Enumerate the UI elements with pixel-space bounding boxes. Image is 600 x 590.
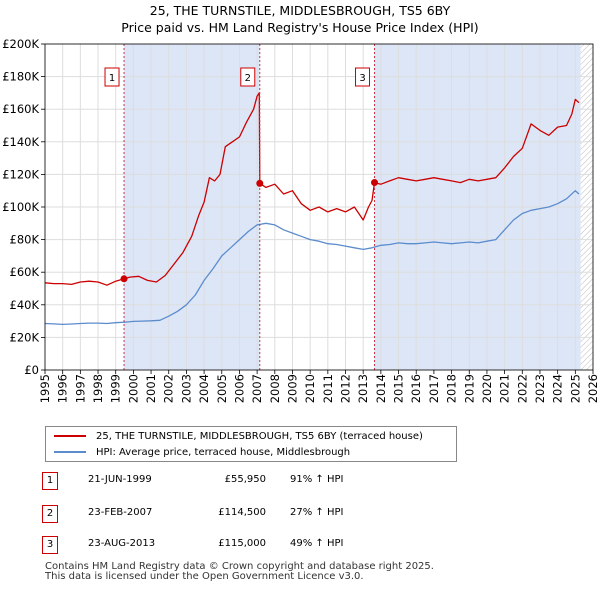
sale-marker-box	[240, 67, 256, 87]
x-tick-label: 1998	[91, 374, 105, 403]
sale-row: 1 21-JUN-1999 £55,950 91% ↑ HPI	[42, 472, 442, 492]
footer-attribution: Contains HM Land Registry data © Crown c…	[45, 562, 434, 582]
y-tick-label: £120K	[2, 167, 39, 181]
x-tick-label: 2002	[162, 374, 176, 403]
x-tick-label: 2026	[586, 374, 600, 403]
footer-line-2: This data is licensed under the Open Gov…	[45, 571, 364, 582]
x-tick-label: 2007	[250, 374, 264, 403]
sale-marker-label: 1	[109, 73, 115, 84]
sale-row: 2 23-FEB-2007 £114,500 27% ↑ HPI	[42, 505, 442, 525]
y-tick-label: £40K	[10, 298, 40, 312]
legend-swatch-hpi	[54, 451, 86, 453]
sale-point	[120, 275, 128, 283]
x-tick-label: 1996	[56, 374, 70, 403]
x-tick-label: 2013	[356, 374, 370, 403]
y-tick-label: £160K	[2, 102, 39, 116]
series-line-property	[45, 92, 580, 286]
x-tick-label: 2023	[533, 374, 547, 403]
y-tick-label: £100K	[2, 200, 39, 214]
sale-marker-label: 2	[245, 73, 251, 84]
x-tick-label: 2014	[374, 374, 388, 403]
y-tick-label: £0	[24, 363, 39, 377]
legend-swatch-property	[54, 435, 86, 437]
price-chart: 1 2 3 £0 £20K £40K £60K £80K £100K £120K £140K £16…	[2, 37, 600, 403]
x-tick-label: 2021	[498, 374, 512, 403]
x-tick-label: 2022	[515, 374, 529, 403]
x-tick-label: 2008	[268, 374, 282, 403]
footer-line-1: Contains HM Land Registry data © Crown c…	[45, 561, 434, 572]
x-tick-label: 2015	[392, 374, 406, 403]
x-tick-label: 2012	[339, 374, 353, 403]
chart-legend: 25, THE TURNSTILE, MIDDLESBROUGH, TS5 6B…	[45, 426, 457, 462]
x-tick-label: 2018	[445, 374, 459, 403]
sale-date: 23-AUG-2013	[88, 538, 156, 549]
x-tick-label: 2019	[462, 374, 476, 403]
x-tick-label: 2016	[409, 374, 423, 403]
y-tick-label: £200K	[2, 37, 39, 51]
sale-hpi-diff: 27% ↑ HPI	[290, 507, 344, 518]
sale-badge: 1	[42, 472, 58, 490]
x-tick-label: 2025	[568, 374, 582, 403]
legend-item-property: 25, THE TURNSTILE, MIDDLESBROUGH, TS5 6B…	[54, 428, 423, 444]
sale-point	[371, 179, 379, 187]
sale-badge: 2	[42, 505, 58, 523]
x-tick-label: 2010	[303, 374, 317, 403]
sale-marker-label: 3	[359, 73, 365, 84]
x-tick-label: 2006	[232, 374, 246, 403]
sale-price: £55,950	[224, 474, 266, 485]
x-tick-label: 2020	[480, 374, 494, 403]
x-tick-label: 2001	[144, 374, 158, 403]
sale-hpi-diff: 91% ↑ HPI	[290, 474, 344, 485]
y-tick-label: £60K	[10, 265, 40, 279]
y-tick-label: £80K	[10, 233, 40, 247]
sale-price: £115,000	[218, 538, 266, 549]
sale-hpi-diff: 49% ↑ HPI	[290, 538, 344, 549]
series-line-hpi	[45, 190, 580, 326]
x-tick-label: 2000	[126, 374, 140, 403]
title-line-1: 25, THE TURNSTILE, MIDDLESBROUGH, TS5 6B…	[149, 3, 451, 18]
x-tick-label: 2011	[321, 374, 335, 403]
sale-row: 3 23-AUG-2013 £115,000 49% ↑ HPI	[42, 536, 442, 556]
x-tick-label: 2017	[427, 374, 441, 403]
legend-label-property: 25, THE TURNSTILE, MIDDLESBROUGH, TS5 6B…	[96, 430, 423, 442]
sale-date: 21-JUN-1999	[88, 474, 152, 485]
y-tick-label: £20K	[10, 330, 40, 344]
sale-date: 23-FEB-2007	[88, 507, 153, 518]
x-tick-label: 1999	[109, 374, 123, 403]
legend-label-hpi: HPI: Average price, terraced house, Midd…	[96, 446, 351, 458]
sale-marker-box	[104, 67, 120, 87]
sale-point	[256, 179, 264, 187]
sale-price: £114,500	[218, 507, 266, 518]
x-tick-label: 1997	[73, 374, 87, 403]
x-tick-label: 2004	[197, 374, 211, 403]
chart-title: 25, THE TURNSTILE, MIDDLESBROUGH, TS5 6B…	[0, 2, 600, 36]
x-tick-label: 2024	[551, 374, 565, 403]
x-tick-label: 2005	[215, 374, 229, 403]
y-tick-label: £140K	[2, 135, 39, 149]
y-tick-label: £180K	[2, 70, 39, 84]
x-tick-label: 2003	[179, 374, 193, 403]
x-tick-label: 2009	[285, 374, 299, 403]
x-tick-label: 1995	[38, 374, 52, 403]
title-line-2: Price paid vs. HM Land Registry's House …	[121, 20, 479, 35]
sale-marker-box	[355, 67, 371, 87]
sale-badge: 3	[42, 536, 58, 554]
legend-item-hpi: HPI: Average price, terraced house, Midd…	[54, 444, 350, 460]
